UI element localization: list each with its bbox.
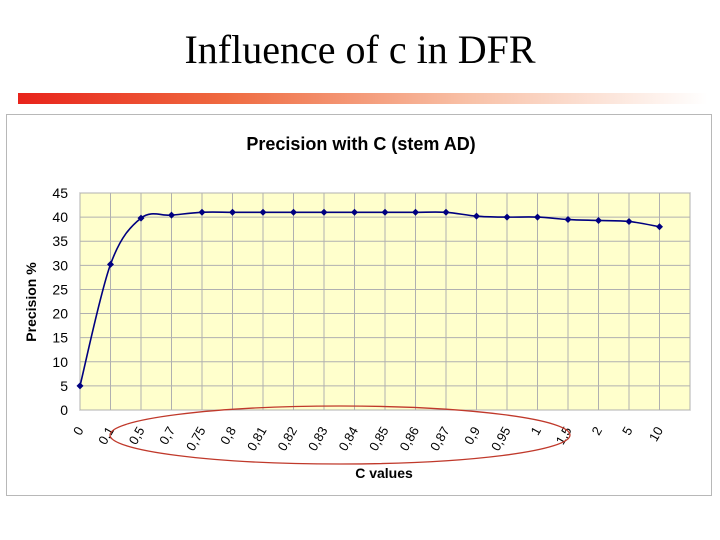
x-tick-label: 0,82 [274,424,300,453]
x-tick-label: 0,81 [244,424,270,453]
x-tick-label: 0,75 [183,424,209,453]
x-tick-label: 0,83 [305,424,331,453]
y-tick-label: 35 [52,233,68,249]
x-tick-label: 0,86 [396,424,422,453]
data-point [564,216,572,224]
data-point [320,208,328,216]
y-tick-label: 25 [52,281,68,297]
data-point [76,382,84,390]
x-tick-label: 0,8 [217,424,239,447]
y-tick-label: 40 [52,209,68,225]
x-tick-label: 0,95 [488,424,514,453]
data-point [290,208,297,216]
data-point [351,208,358,216]
data-points [76,208,663,390]
x-tick-label: 0,9 [461,424,483,447]
data-point [473,212,480,220]
data-point [229,208,236,216]
y-tick-label: 20 [52,306,68,322]
chart-title: Precision with C (stem AD) [246,134,475,154]
x-tick-label: 0,7 [156,424,178,447]
y-tick-label: 0 [60,402,68,418]
y-tick-label: 15 [52,330,68,346]
x-tick-label: 2 [588,424,605,438]
data-point [168,211,175,219]
title-underline [18,93,708,104]
x-axis-label: C values [355,465,413,481]
data-point [381,208,389,216]
x-tick-label: 0,84 [335,424,361,453]
data-point [656,223,663,231]
data-point [107,260,114,268]
data-point [625,217,633,225]
gridlines [79,192,691,411]
y-tick-label: 10 [52,354,68,370]
y-tick-label: 5 [60,378,68,394]
x-tick-label: 1 [527,424,544,438]
x-tick-label: 0,1 [95,424,117,447]
x-tick-label: 0,87 [427,424,453,453]
x-axis-ticks: 0 0,1 0,5 0,7 0,75 0,8 0,81 0,82 0,83 0,84 0,85 0,8… [70,424,666,453]
highlight-ellipse [109,405,571,465]
data-point [595,216,602,224]
y-tick-label: 30 [52,257,68,273]
x-tick-label: 0,5 [126,424,148,447]
data-point [198,208,206,216]
y-axis-ticks: 0 5 10 15 20 25 30 35 40 45 [52,185,68,418]
data-point [503,213,511,221]
data-point [412,208,419,216]
x-tick-label: 0,85 [366,424,392,453]
data-point [442,208,450,216]
data-point [534,213,541,221]
x-tick-label: 10 [646,424,666,444]
slide-title: Influence of c in DFR [184,27,536,72]
data-point [259,208,267,216]
y-axis-label: Precision % [23,262,39,342]
data-point [137,214,145,222]
x-tick-label: 5 [619,424,636,438]
x-tick-label: 0 [70,424,87,438]
y-tick-label: 45 [52,185,68,201]
